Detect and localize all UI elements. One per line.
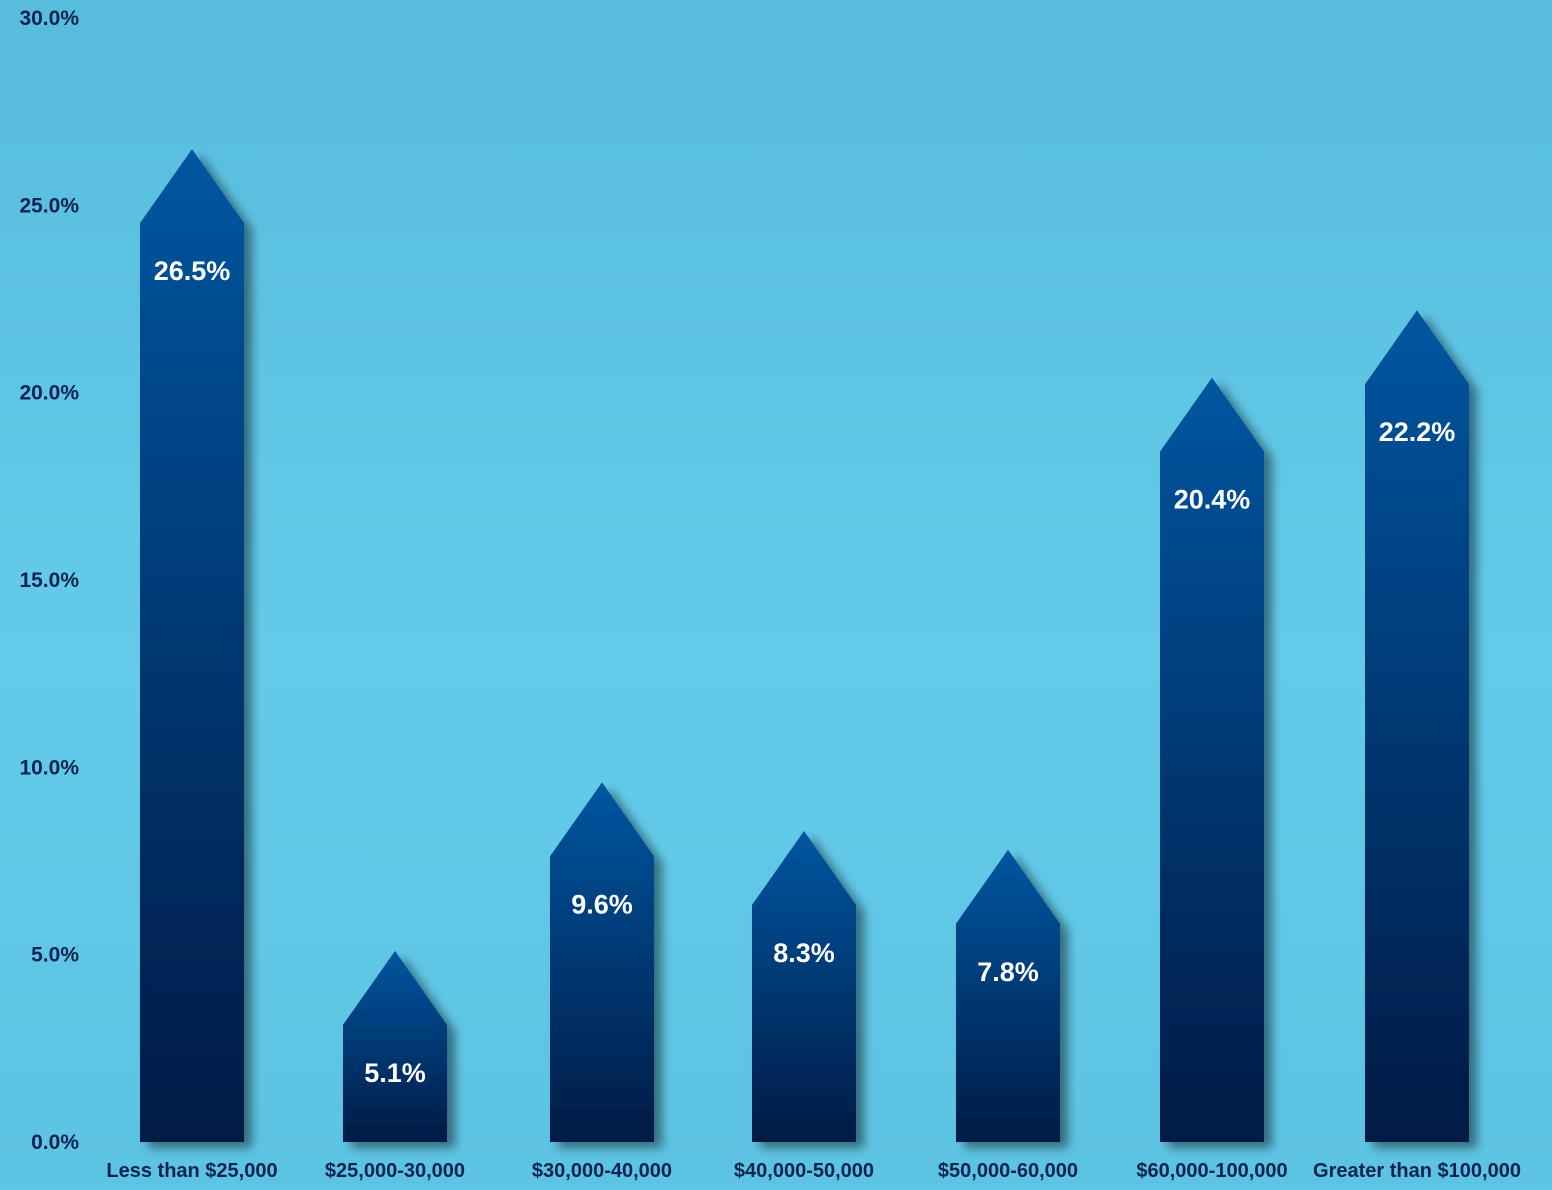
bar-1 (343, 950, 447, 1142)
bar-value-label: 22.2% (1379, 417, 1456, 447)
bar-value-label: 26.5% (154, 256, 231, 286)
bar-4 (956, 849, 1060, 1142)
bar-3 (752, 831, 856, 1142)
bar-value-label: 20.4% (1174, 485, 1251, 515)
x-axis-labels: Less than $25,000 $25,000-30,000 $30,000-4… (106, 1160, 1521, 1182)
x-category-label: Less than $25,000 (106, 1160, 277, 1182)
bar-value-label: 8.3% (773, 938, 835, 968)
bar-5 (1160, 377, 1264, 1142)
bar-6 (1365, 310, 1469, 1142)
x-category-label: $50,000-60,000 (938, 1160, 1078, 1182)
y-tick-label: 30.0% (19, 7, 79, 30)
y-tick-label: 5.0% (31, 944, 79, 967)
bar-value-label: 9.6% (571, 889, 633, 919)
bar-0 (140, 149, 244, 1143)
bars: 26.5% 5.1% 9.6% 8.3% 7.8% 20.4% 22.2% (140, 149, 1469, 1143)
y-tick-label: 20.0% (19, 382, 79, 405)
x-category-label: $60,000-100,000 (1136, 1160, 1287, 1182)
x-category-label: $25,000-30,000 (325, 1160, 465, 1182)
x-category-label: Greater than $100,000 (1313, 1160, 1521, 1182)
bar-value-label: 7.8% (977, 957, 1039, 987)
y-tick-label: 0.0% (31, 1131, 79, 1154)
y-tick-label: 15.0% (19, 569, 79, 592)
x-category-label: $40,000-50,000 (734, 1160, 874, 1182)
x-category-label: $30,000-40,000 (532, 1160, 672, 1182)
bar-value-label: 5.1% (364, 1058, 426, 1088)
y-axis-ticks: 0.0% 5.0% 10.0% 15.0% 20.0% 25.0% 30.0% (19, 7, 79, 1154)
y-tick-label: 25.0% (19, 194, 79, 217)
y-tick-label: 10.0% (19, 756, 79, 779)
bar-2 (550, 782, 654, 1142)
